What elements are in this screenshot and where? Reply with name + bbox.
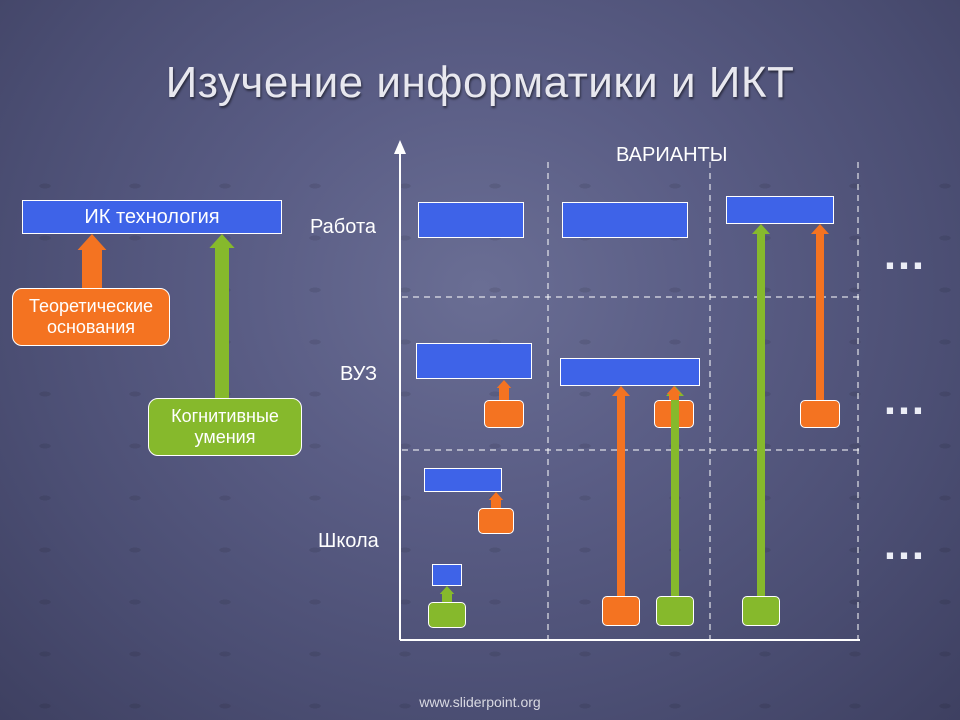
legend-tech-label: ИК технология	[84, 206, 219, 229]
legend-cogn-box: Когнитивные умения	[148, 398, 302, 456]
legend-cogn-label: Когнитивные умения	[171, 406, 279, 447]
chart-box-c2-vuz-orange	[654, 400, 694, 428]
chart-box-c2-vuz-blue	[560, 358, 700, 386]
chart-box-c1-vuz-orange	[484, 400, 524, 428]
chart-box-c1-work-blue	[418, 202, 524, 238]
footer-url: www.sliderpoint.org	[0, 694, 960, 710]
background-pattern	[0, 160, 960, 720]
legend-theory-label: Теоретические основания	[29, 296, 153, 337]
chart-box-c2-work-blue	[562, 202, 688, 238]
ellipsis-1: …	[882, 230, 930, 280]
ellipsis-2: …	[882, 375, 930, 425]
chart-box-c3-vuz-orange	[800, 400, 840, 428]
row-label-vuz: ВУЗ	[340, 363, 377, 386]
chart-box-c2-sch-green	[656, 596, 694, 626]
slide-title: Изучение информатики и ИКТ	[0, 58, 960, 108]
chart-box-c1-sch-blue2	[432, 564, 462, 586]
chart-box-c1-sch-green	[428, 602, 466, 628]
legend-tech-box: ИК технология	[22, 200, 282, 234]
chart-box-c3-work-blue	[726, 196, 834, 224]
variants-label: ВАРИАНТЫ	[616, 144, 727, 167]
chart-box-c1-vuz-blue	[416, 343, 532, 379]
row-label-work: Работа	[310, 216, 376, 239]
chart-box-c1-sch-orange	[478, 508, 514, 534]
chart-box-c2-sch-orange	[602, 596, 640, 626]
ellipsis-3: …	[882, 520, 930, 570]
legend-theory-box: Теоретические основания	[12, 288, 170, 346]
chart-box-c3-sch-green	[742, 596, 780, 626]
chart-box-c1-sch-blue	[424, 468, 502, 492]
slide: Изучение информатики и ИКТ ИК технология…	[0, 0, 960, 720]
row-label-school: Школа	[318, 530, 379, 553]
